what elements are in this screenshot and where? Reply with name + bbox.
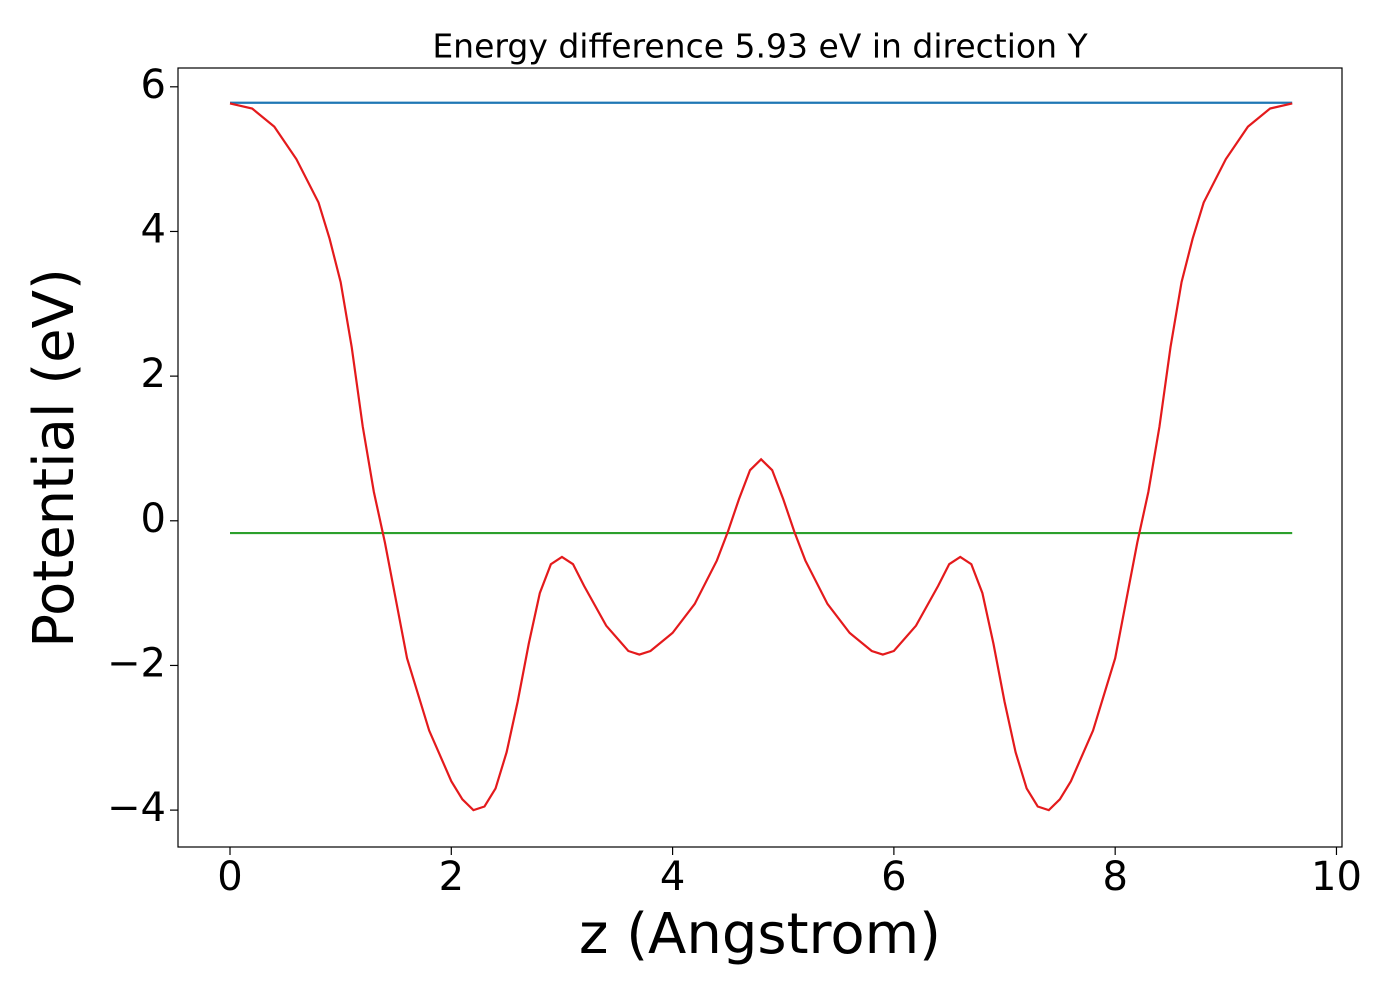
x-axis-label: z (Angstrom) (579, 902, 941, 967)
plot-frame (177, 67, 1343, 848)
y-tick-label: −2 (107, 640, 166, 686)
y-tick-label: 4 (141, 206, 166, 252)
y-tick-label: 6 (141, 62, 166, 108)
x-tick-label: 10 (1311, 854, 1362, 900)
y-tick-label: 2 (141, 351, 166, 397)
y-tick-label: 0 (141, 496, 166, 542)
chart-title: Energy difference 5.93 eV in direction Y (432, 27, 1088, 66)
series-line (229, 102, 1293, 812)
x-tick-label: 2 (439, 854, 464, 900)
y-tick-label: −4 (107, 785, 166, 831)
x-tick-label: 8 (1102, 854, 1127, 900)
x-tick-label: 4 (660, 854, 685, 900)
y-axis-label: Potential (eV) (22, 268, 87, 648)
x-tick-label: 0 (217, 854, 242, 900)
x-tick-label: 6 (881, 854, 906, 900)
